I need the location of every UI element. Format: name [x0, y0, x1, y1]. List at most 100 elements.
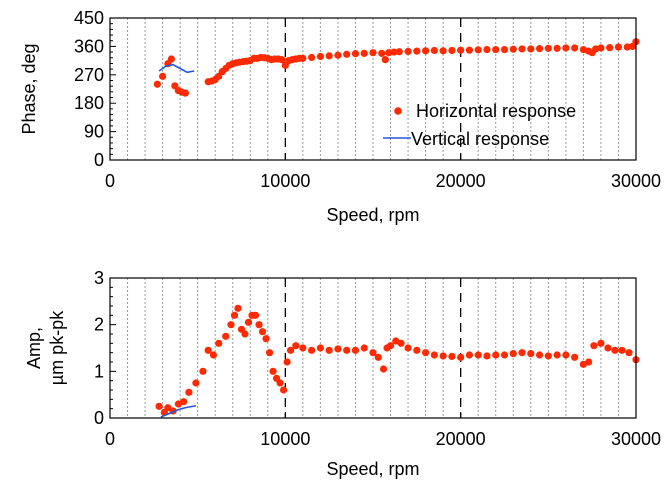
amplitude-horizontal-response-point	[325, 346, 333, 354]
amplitude-horizontal-response-point	[430, 351, 438, 359]
phase-y-tick-label: 360	[74, 36, 104, 56]
amplitude-horizontal-response-point	[262, 335, 270, 343]
phase-vertical-response-line	[158, 63, 195, 74]
phase-horizontal-response-point	[369, 49, 377, 57]
amplitude-plot-frame	[109, 277, 637, 419]
phase-x-tick-label: 0	[105, 171, 115, 191]
amplitude-horizontal-response-point	[562, 351, 570, 359]
amplitude-horizontal-response-point	[585, 358, 593, 366]
phase-y-tick-label: 270	[74, 65, 104, 85]
amplitude-horizontal-response-point	[343, 346, 351, 354]
phase-horizontal-response-point	[544, 44, 552, 52]
amplitude-horizontal-response-point	[422, 349, 430, 357]
phase-y-axis-label: Phase, deg	[19, 43, 39, 134]
legend-horizontal-marker	[394, 107, 402, 115]
amplitude-horizontal-response-point	[509, 350, 517, 358]
phase-horizontal-response-point	[334, 51, 342, 59]
amplitude-horizontal-response-point	[180, 398, 188, 406]
amplitude-horizontal-response-point	[164, 404, 172, 412]
phase-horizontal-response-point	[308, 53, 316, 62]
phase-horizontal-response-point	[492, 45, 500, 54]
phase-horizontal-response-point	[404, 47, 412, 56]
phase-horizontal-response-point	[614, 43, 623, 51]
phase-horizontal-response-point	[395, 48, 403, 56]
phase-horizontal-response-point	[430, 46, 438, 55]
amplitude-horizontal-response-point	[404, 344, 412, 352]
amplitude-horizontal-response-point	[379, 365, 388, 373]
amplitude-horizontal-response-point	[155, 402, 163, 410]
phase-horizontal-response-point	[457, 46, 465, 54]
amplitude-horizontal-response-point	[457, 353, 465, 361]
amplitude-horizontal-response-point	[292, 342, 300, 350]
amplitude-y-tick-labels: 0 1 2 3	[94, 268, 104, 428]
phase-x-tick-label: 20000	[436, 171, 486, 191]
phase-x-tick-labels: 0 10000 20000 30000	[105, 171, 661, 191]
amplitude-horizontal-response-point	[209, 351, 218, 359]
amplitude-y-axis-label-line1: Amp,	[24, 327, 44, 369]
amplitude-horizontal-response-point	[265, 349, 274, 357]
amplitude-horizontal-response-point	[553, 351, 561, 359]
amplitude-horizontal-response-point	[369, 349, 377, 357]
legend: Horizontal response Vertical response	[383, 101, 576, 149]
amplitude-horizontal-response-point	[199, 367, 207, 375]
amplitude-horizontal-response-point	[286, 346, 295, 354]
phase-y-tick-label: 180	[74, 93, 104, 113]
phase-horizontal-response-point	[500, 45, 509, 54]
phase-horizontal-response-point	[159, 72, 167, 80]
phase-horizontal-response-point	[562, 44, 570, 52]
amplitude-horizontal-response-point	[299, 344, 307, 352]
phase-horizontal-response-point	[527, 45, 535, 53]
amplitude-horizontal-response-point	[215, 339, 223, 347]
amplitude-y-tick-label: 3	[94, 268, 104, 288]
phase-horizontal-response-point	[413, 47, 421, 55]
amplitude-horizontal-response-point	[251, 311, 260, 319]
amplitude-grid	[127, 278, 619, 418]
phase-horizontal-response-point	[535, 45, 544, 53]
amplitude-horizontal-response-point	[483, 352, 491, 360]
amplitude-horizontal-response-point	[386, 342, 395, 350]
phase-horizontal-response-point	[553, 44, 561, 52]
amplitude-horizontal-response-point	[185, 388, 193, 396]
phase-horizontal-response-point	[448, 46, 456, 55]
amplitude-horizontal-response-point	[334, 345, 342, 353]
phase-horizontal-response-point	[351, 50, 360, 58]
phase-horizontal-response-point	[623, 43, 631, 51]
phase-horizontal-response-point	[465, 46, 474, 54]
phase-horizontal-response-point	[381, 56, 389, 64]
phase-grid	[127, 18, 619, 160]
phase-horizontal-response-point	[385, 49, 393, 57]
amplitude-horizontal-response-point	[204, 346, 212, 354]
phase-horizontal-response-point	[518, 45, 526, 53]
phase-horizontal-response-point	[316, 52, 324, 61]
amplitude-horizontal-response-point	[448, 352, 456, 360]
amplitude-horizontal-response-point	[492, 351, 500, 359]
amplitude-horizontal-response-point	[192, 379, 200, 387]
amplitude-x-tick-labels: 0 10000 20000 30000	[105, 429, 661, 449]
amplitude-horizontal-response-point	[234, 304, 242, 312]
legend-horizontal-label: Horizontal response	[416, 101, 576, 121]
amplitude-horizontal-response-point	[230, 311, 239, 319]
phase-horizontal-response-point	[474, 46, 482, 54]
phase-horizontal-response-point	[360, 49, 368, 57]
amplitude-horizontal-response-point	[283, 358, 291, 366]
phase-horizontal-response-point	[325, 52, 333, 60]
amplitude-horizontal-response-point	[227, 321, 235, 329]
phase-y-tick-label: 0	[94, 150, 104, 170]
amplitude-x-tick-label: 20000	[436, 429, 486, 449]
amplitude-horizontal-response-point	[360, 344, 368, 352]
amplitude-y-tick-label: 1	[94, 361, 104, 381]
phase-horizontal-response-point	[422, 47, 430, 55]
phase-horizontal-response-point	[390, 48, 398, 56]
amplitude-horizontal-response-point	[590, 342, 598, 350]
amplitude-chart: 0 1 2 3 0 10000 20000 30000 Speed, rpm Amp, µm…	[24, 268, 661, 479]
phase-horizontal-response-point	[299, 54, 307, 62]
amplitude-horizontal-response-point	[258, 328, 267, 336]
amplitude-series	[155, 304, 640, 418]
phase-horizontal-response-point	[343, 50, 351, 58]
amplitude-horizontal-response-point	[535, 351, 544, 359]
phase-x-axis-label: Speed, rpm	[326, 205, 419, 225]
phase-plot-frame	[109, 17, 637, 161]
amplitude-horizontal-response-point	[465, 351, 474, 359]
amplitude-x-tick-label: 30000	[611, 429, 661, 449]
